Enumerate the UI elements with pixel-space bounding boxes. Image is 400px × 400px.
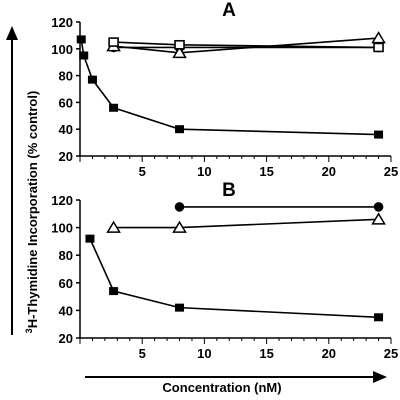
data-point-square-filled [374, 130, 384, 139]
panel-label: A [222, 0, 236, 21]
y-tick-label: 60 [59, 276, 73, 291]
data-point-square-filled [79, 51, 89, 60]
x-tick-label: 20 [322, 346, 336, 361]
data-point-triangle-open [371, 212, 386, 225]
x-tick-label: 10 [197, 346, 211, 361]
x-tick-label: 5 [139, 164, 146, 179]
data-point-square-filled [374, 313, 384, 322]
data-point-square-filled [76, 35, 86, 44]
y-tick-label: 20 [59, 149, 73, 164]
y-tick-label: 120 [51, 193, 73, 208]
y-tick-label: 40 [59, 303, 73, 318]
y-tick-label: 40 [59, 122, 73, 137]
data-point-square-filled [109, 103, 119, 112]
panel-b: B 20 40 60 80 100 120 5 10 15 20 25 [51, 180, 398, 361]
x-tick-label: 5 [139, 346, 146, 361]
y-axis-title-text: H-Thymidine Incorporation (% control) [25, 91, 40, 329]
x-axis-title: Concentration (nM) [162, 380, 281, 395]
y-tick-label: 120 [51, 15, 73, 30]
data-point-square-open [174, 39, 185, 50]
y-tick-label: 80 [59, 69, 73, 84]
x-tick-label: 25 [384, 164, 398, 179]
data-point-square-filled [85, 234, 95, 243]
y-tick-label: 80 [59, 248, 73, 263]
data-point-square-filled [175, 125, 185, 134]
series-line [80, 39, 379, 136]
data-point-triangle-open [106, 220, 121, 233]
data-point-triangle-open [172, 220, 187, 233]
x-tick-label: 25 [384, 346, 398, 361]
y-tick-label: 100 [51, 221, 73, 236]
data-point-triangle-open [172, 45, 187, 59]
series-line [89, 238, 379, 319]
series-line [113, 41, 379, 49]
panel-a: A 20 40 60 80 100 120 5 10 15 20 25 [51, 0, 398, 179]
series-line [113, 218, 379, 229]
y-tick-label: 100 [51, 42, 73, 57]
panel-label: B [222, 180, 236, 201]
y-tick-label: 60 [59, 95, 73, 110]
y-axis-title-superscript: 3 [24, 328, 34, 333]
data-point-square-open [373, 42, 384, 53]
y-tick-label: 20 [59, 331, 73, 346]
x-tick-label: 10 [197, 164, 211, 179]
data-point-square-open [108, 37, 119, 47]
x-tick-label: 20 [322, 164, 336, 179]
x-tick-label: 15 [259, 346, 273, 361]
data-point-square-filled [87, 75, 97, 84]
data-point-triangle-open [371, 31, 386, 44]
data-point-square-filled [175, 303, 185, 312]
data-point-circle-filled [373, 202, 384, 212]
y-axis-title: 3H-Thymidine Incorporation (% control) [24, 91, 40, 334]
data-point-square-filled [109, 287, 119, 296]
data-point-circle-filled [174, 202, 185, 212]
x-tick-label: 15 [259, 164, 273, 179]
